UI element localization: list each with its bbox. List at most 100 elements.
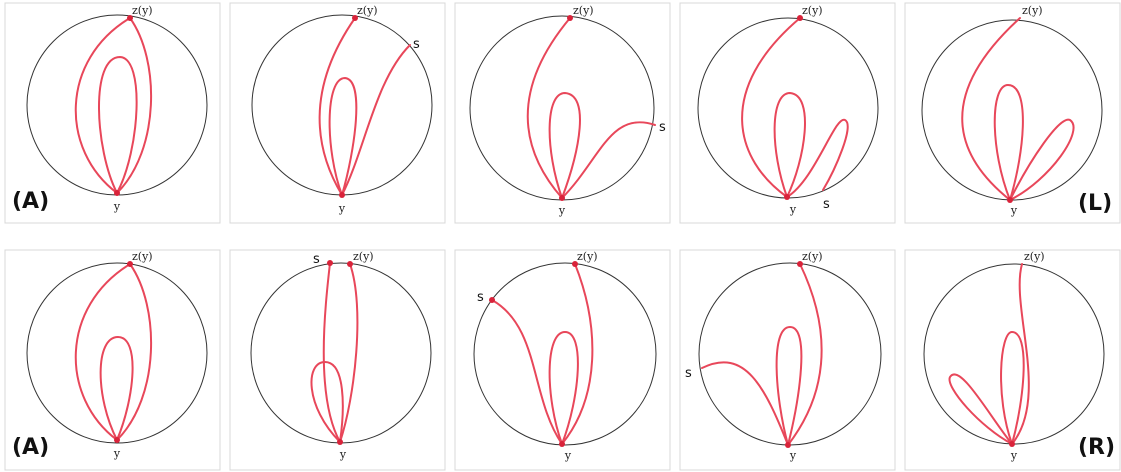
top-label: z(y) <box>577 250 598 263</box>
point <box>572 261 578 267</box>
point <box>347 261 353 267</box>
bottom-label: y <box>1010 204 1018 217</box>
curve <box>561 263 594 445</box>
point <box>114 190 120 196</box>
point <box>784 194 790 200</box>
circle <box>251 14 433 196</box>
point <box>797 261 803 267</box>
frame <box>4 249 221 471</box>
curve <box>1011 263 1030 445</box>
point <box>1007 197 1013 203</box>
panel: z(y) y (L) <box>904 2 1121 224</box>
frame <box>679 2 896 224</box>
curve <box>1009 118 1075 201</box>
curve <box>775 325 803 446</box>
s-label: s <box>313 252 320 267</box>
tag: (A) <box>12 435 49 460</box>
panel: z(y) y s <box>229 2 446 224</box>
curve <box>786 118 849 198</box>
point <box>559 441 565 447</box>
s-label: s <box>413 37 420 52</box>
s-label: s <box>685 366 692 381</box>
frame <box>454 249 671 471</box>
bottom-label: y <box>564 449 572 462</box>
top-label: z(y) <box>132 4 153 17</box>
s-label: s <box>477 290 484 305</box>
curve <box>328 76 358 196</box>
curve <box>787 263 823 446</box>
panel: z(y) y s <box>679 249 896 471</box>
point <box>127 15 133 21</box>
circle <box>250 262 432 444</box>
point <box>327 260 333 266</box>
bottom-label: y <box>338 202 346 215</box>
panel: z(y) y (A) <box>4 249 221 471</box>
circle <box>469 15 655 201</box>
circle <box>698 262 882 446</box>
curve <box>993 83 1024 201</box>
point <box>114 437 120 443</box>
frame <box>904 2 1121 224</box>
circle <box>921 19 1103 201</box>
curve <box>341 44 411 196</box>
circle <box>923 263 1105 445</box>
panel: z(y) y s <box>679 2 896 224</box>
point <box>489 297 495 303</box>
curve <box>74 16 153 194</box>
curve <box>741 17 801 198</box>
s-label: s <box>659 120 666 135</box>
circle <box>26 14 208 196</box>
bottom-label: y <box>1010 449 1018 462</box>
curve <box>1000 330 1025 445</box>
frame <box>679 249 896 471</box>
panel: z(y) y s <box>229 249 446 471</box>
panel: z(y) y s <box>454 2 671 224</box>
curve <box>548 330 579 445</box>
top-label: z(y) <box>353 250 374 263</box>
curve <box>961 17 1021 201</box>
curve <box>74 262 153 441</box>
curve <box>310 360 344 443</box>
bottom-label: y <box>113 447 121 460</box>
curve <box>701 361 789 446</box>
tag: (A) <box>12 189 49 214</box>
top-label: z(y) <box>802 4 823 17</box>
frame <box>904 249 1121 471</box>
frame <box>229 2 446 224</box>
curve <box>526 17 571 199</box>
top-label: z(y) <box>357 4 378 17</box>
bottom-label: y <box>339 448 347 461</box>
circle <box>473 262 657 446</box>
top-label: z(y) <box>802 250 823 263</box>
curve <box>99 335 134 441</box>
top-label: z(y) <box>573 4 594 17</box>
bottom-label: y <box>558 204 566 217</box>
curve <box>318 17 356 196</box>
tag: (R) <box>1078 435 1115 460</box>
point <box>337 439 343 445</box>
panel: z(y) y (R) <box>904 249 1121 471</box>
point <box>352 15 358 21</box>
frame <box>229 249 446 471</box>
top-label: z(y) <box>1024 250 1045 263</box>
bottom-label: y <box>113 200 121 213</box>
panel: z(y) y s <box>454 249 671 471</box>
panel: z(y) y (A) <box>4 2 221 224</box>
top-label: z(y) <box>132 250 153 263</box>
bottom-label: y <box>789 203 797 216</box>
point <box>797 15 803 21</box>
top-label: z(y) <box>1022 4 1043 17</box>
curve <box>491 299 563 445</box>
point <box>559 195 565 201</box>
point <box>567 15 573 21</box>
bottom-label: y <box>789 449 797 462</box>
frame <box>454 2 671 224</box>
point <box>127 261 133 267</box>
tag: (L) <box>1078 191 1112 216</box>
curve <box>773 91 806 198</box>
curve <box>561 121 656 199</box>
s-label: s <box>823 197 830 212</box>
point <box>785 442 791 448</box>
curve <box>322 262 341 443</box>
